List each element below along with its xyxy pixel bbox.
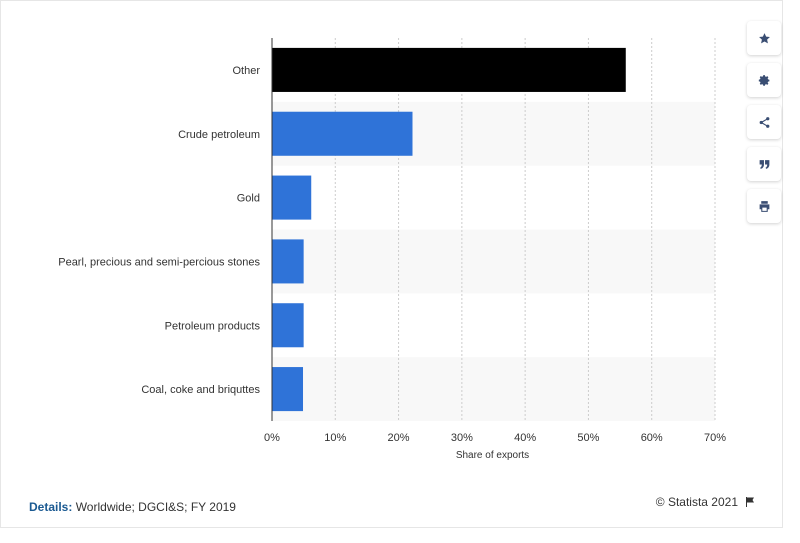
credit-text: © Statista 2021 — [655, 495, 738, 509]
favorite-button[interactable] — [747, 21, 781, 55]
x-tick-label: 30% — [451, 432, 473, 444]
x-tick-label: 10% — [324, 432, 346, 444]
bar — [272, 47, 626, 92]
source-credit: © Statista 2021 — [656, 495, 756, 509]
quote-icon — [759, 159, 769, 169]
bar-chart: 0% 10% 20% 30% 40% 50% 60% 70% Other Crude petrol… — [58, 38, 726, 461]
band-stripe — [272, 229, 715, 294]
x-tick-label: 70% — [704, 432, 726, 444]
bar — [272, 367, 304, 412]
toolbar — [747, 21, 783, 231]
category-label: Petroleum products — [165, 320, 261, 332]
x-tick-label: 60% — [641, 432, 663, 444]
bar — [272, 303, 304, 348]
band-stripe — [272, 357, 715, 421]
settings-button[interactable] — [747, 63, 781, 97]
details-text: Worldwide; DGCI&S; FY 2019 — [72, 500, 236, 514]
category-label: Pearl, precious and semi-percious stones — [58, 256, 260, 268]
category-label: Other — [232, 65, 260, 77]
print-icon — [759, 200, 769, 212]
x-tick-label: 20% — [388, 432, 410, 444]
x-tick-label: 50% — [577, 432, 599, 444]
print-button[interactable] — [747, 189, 781, 223]
bar — [272, 175, 312, 220]
bar — [272, 111, 413, 156]
star-icon — [758, 32, 770, 43]
share-icon — [759, 116, 769, 128]
gear-icon — [758, 74, 769, 86]
x-axis-title: Share of exports — [456, 450, 529, 461]
cite-button[interactable] — [747, 147, 781, 181]
x-tick-label: 40% — [514, 432, 536, 444]
category-label: Coal, coke and briquttes — [141, 384, 260, 396]
share-button[interactable] — [747, 105, 781, 139]
chart-frame: 0% 10% 20% 30% 40% 50% 60% 70% Other Crude petrol… — [0, 0, 783, 528]
x-tick-label: 0% — [264, 432, 280, 444]
bar — [272, 239, 304, 284]
details-label: Details: — [29, 500, 73, 514]
category-label: Gold — [237, 193, 260, 205]
category-label: Crude petroleum — [178, 129, 260, 141]
details-note: Details: Worldwide; DGCI&S; FY 2019 — [29, 500, 236, 514]
flag-icon[interactable] — [744, 496, 756, 508]
